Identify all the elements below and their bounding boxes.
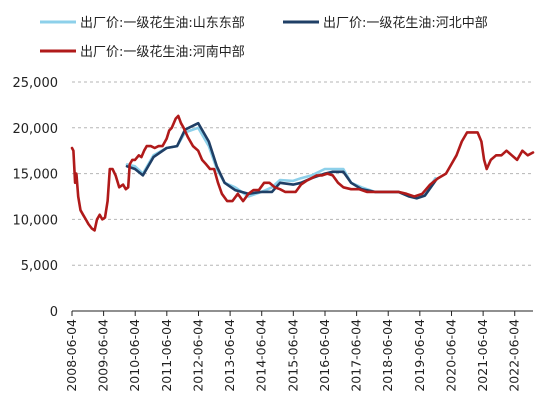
x-tick-label: 2012-06-04 [191, 319, 206, 392]
x-tick-label: 2009-06-04 [96, 319, 111, 392]
x-tick-label: 2011-06-04 [159, 319, 174, 392]
series-line-3 [70, 114, 535, 232]
series-line-1 [125, 126, 437, 200]
x-tick-label: 2018-06-04 [380, 319, 395, 392]
y-tick-label: 25,000 [13, 76, 59, 91]
x-tick-label: 2020-06-04 [444, 319, 459, 392]
series-line-2 [125, 121, 437, 200]
y-tick-label: 10,000 [13, 213, 59, 228]
x-tick-label: 2022-06-04 [507, 319, 522, 392]
legend-label: 出厂价:一级花生油:山东东部 [80, 15, 245, 31]
x-tick-label: 2014-06-04 [254, 319, 269, 392]
legend-label: 出厂价:一级花生油:河南中部 [80, 44, 245, 60]
x-tick-label: 2021-06-04 [475, 319, 490, 392]
legend: 出厂价:一级花生油:山东东部 出厂价:一级花生油:河北中部出厂价:一级花生油:河南… [40, 15, 488, 60]
x-tick-label: 2015-06-04 [285, 319, 300, 392]
y-tick-label: 15,000 [13, 168, 59, 183]
x-tick-label: 2013-06-04 [222, 319, 237, 392]
series-lines [70, 114, 535, 232]
axes: 25,000 20,000 15,000 10,000 5,000 0 2008-06-04… [13, 76, 533, 392]
legend-label: 出厂价:一级花生油:河北中部 [323, 15, 488, 31]
x-tick-label: 2016-06-04 [317, 319, 332, 392]
x-tick-label: 2019-06-04 [412, 319, 427, 392]
x-tick-label: 2017-06-04 [349, 319, 364, 392]
gridlines [72, 81, 533, 266]
y-tick-label: 0 [50, 305, 58, 320]
y-tick-label: 5,000 [21, 259, 58, 274]
x-tick-label: 2008-06-04 [64, 319, 79, 392]
y-tick-label: 20,000 [13, 122, 59, 137]
x-tick-label: 2010-06-04 [127, 319, 142, 392]
